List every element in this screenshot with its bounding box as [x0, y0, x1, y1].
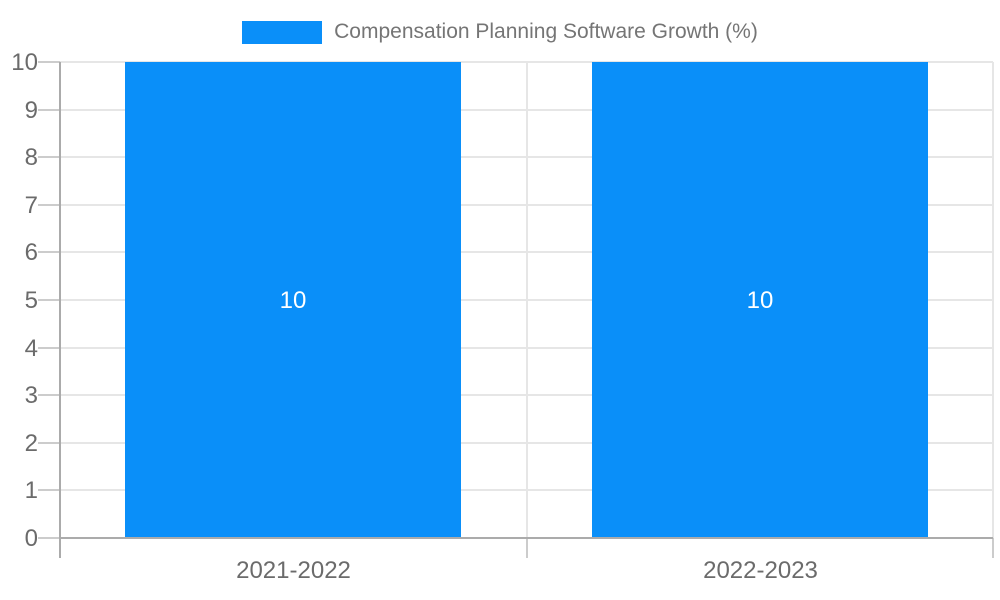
y-axis-label: 0 — [24, 525, 38, 552]
chart-title: Compensation Planning Software Growth (%… — [334, 20, 758, 43]
x-axis-line — [60, 537, 993, 539]
y-axis-label: 10 — [11, 49, 38, 76]
x-axis-label: 2021-2022 — [236, 557, 351, 584]
y-axis-line — [59, 62, 61, 558]
y-axis-label: 4 — [24, 334, 38, 362]
x-axis-label: 2022-2023 — [703, 557, 818, 584]
bar-value-label: 10 — [279, 287, 307, 314]
y-tick — [38, 441, 60, 444]
y-tick — [38, 489, 60, 492]
bar-value-label: 10 — [746, 287, 774, 314]
y-axis-label: 6 — [24, 239, 38, 267]
bar — [125, 62, 461, 538]
bar — [592, 62, 928, 538]
y-tick — [38, 394, 60, 397]
y-axis-label: 3 — [24, 382, 38, 410]
y-axis-label: 5 — [24, 287, 38, 314]
y-axis-label: 1 — [24, 477, 38, 505]
x-tick — [525, 538, 528, 558]
chart-legend: Compensation Planning Software Growth (%… — [0, 20, 1000, 44]
x-tick — [992, 538, 994, 558]
y-tick — [38, 537, 60, 539]
y-axis-label: 7 — [24, 191, 38, 219]
y-tick — [38, 108, 60, 111]
y-axis-label: 2 — [24, 429, 38, 457]
gridline-vertical — [992, 62, 994, 538]
legend-swatch — [242, 20, 323, 44]
plot-area: 10 10 — [38, 61, 994, 558]
y-tick — [38, 203, 60, 206]
y-tick — [38, 346, 60, 349]
y-tick — [38, 156, 60, 159]
y-tick — [38, 251, 60, 254]
gridline-vertical — [525, 62, 528, 538]
y-tick — [38, 299, 60, 301]
y-tick — [38, 61, 60, 63]
y-axis-label: 8 — [24, 144, 38, 172]
y-axis-label: 9 — [24, 96, 38, 124]
